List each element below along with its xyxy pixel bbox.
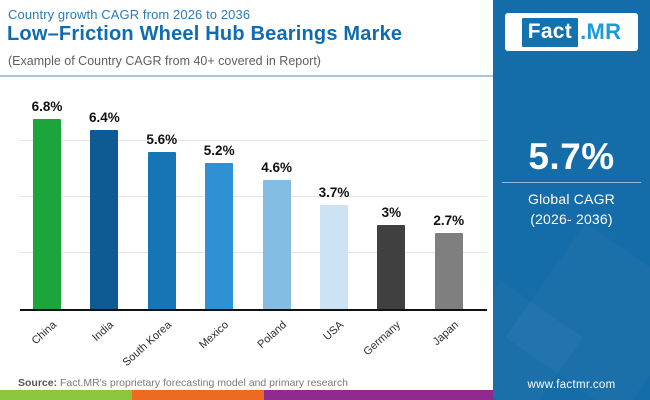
- stripe-segment: [132, 390, 264, 400]
- header-divider: [0, 75, 493, 77]
- side-panel: Fact .MR 5.7% Global CAGR (2026- 2036) w…: [493, 0, 650, 400]
- logo-mr-text: .MR: [580, 19, 622, 44]
- cagr-label-line2: (2026- 2036): [530, 210, 613, 227]
- source-text: Fact.MR's proprietary forecasting model …: [57, 377, 348, 389]
- chart-eyebrow: Country growth CAGR from 2026 to 2036: [8, 7, 251, 22]
- bar-germany: [377, 225, 406, 309]
- bar-value-label: 5.2%: [203, 143, 235, 159]
- logo-fact-text: Fact: [521, 17, 579, 47]
- source-note: Source: Fact.MR's proprietary forecastin…: [18, 377, 348, 389]
- bar-poland: [262, 180, 291, 309]
- bar-china: [33, 118, 61, 309]
- bar-value-label: 3.7%: [318, 185, 350, 201]
- bar-japan: [434, 233, 463, 309]
- source-label: Source:: [18, 377, 58, 389]
- bar-chart: 6.8% 6.4% 5.6% 5.2% 4.6% 3.7% 3% 2.7%: [20, 98, 487, 311]
- global-cagr-value: 5.7%: [528, 136, 615, 177]
- bar-value-label: 4.6%: [261, 160, 292, 176]
- cagr-divider: [502, 182, 641, 183]
- chart-gridline: [20, 196, 487, 197]
- bar-value-label: 6.8%: [31, 98, 63, 114]
- bar-usa: [320, 205, 348, 309]
- stripe-segment: [0, 390, 132, 400]
- stripe-segment: [264, 390, 493, 400]
- x-axis-labels: China India South Korea Mexico Poland USA Germ…: [20, 315, 487, 373]
- factmr-logo: Fact .MR: [505, 13, 638, 51]
- global-cagr-label: Global CAGR (2026- 2036): [493, 190, 650, 229]
- chart-gridline: [20, 140, 487, 141]
- cagr-label-line1: Global CAGR: [527, 191, 615, 207]
- page-title: Low–Friction Wheel Hub Bearings Marke: [7, 23, 403, 45]
- chart-gridline: [20, 252, 487, 253]
- page-subtitle: (Example of Country CAGR from 40+ covere…: [8, 54, 321, 68]
- bar-south-korea: [147, 152, 176, 309]
- bar-india: [90, 129, 119, 309]
- bottom-stripe: [0, 390, 493, 400]
- bar-value-label: 2.7%: [433, 213, 465, 229]
- website-url[interactable]: www.factmr.com: [527, 379, 616, 391]
- bar-value-label: 6.4%: [89, 109, 120, 125]
- bar-value-label: 3%: [381, 205, 402, 220]
- bar-value-label: 5.6%: [146, 132, 178, 148]
- bar-mexico: [205, 163, 234, 309]
